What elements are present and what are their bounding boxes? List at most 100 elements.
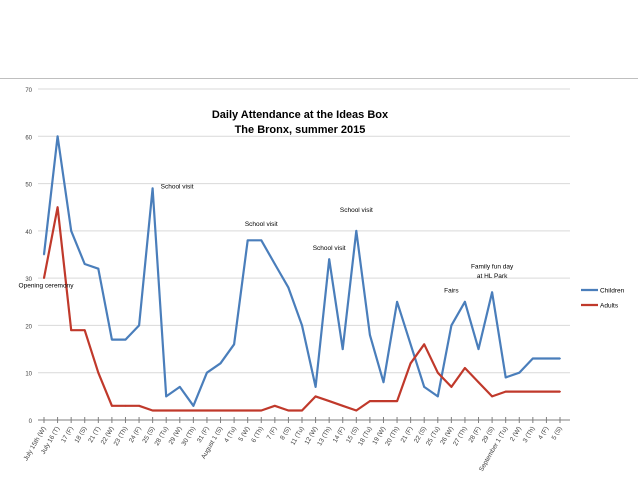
data-point-children-20: [314, 386, 317, 388]
legend-label-adults: Adults: [600, 303, 619, 310]
data-point-children-2: [70, 229, 73, 232]
data-point-children-23: [355, 229, 358, 232]
data-point-adults-38: [559, 390, 561, 393]
data-point-children-24: [368, 333, 371, 336]
data-point-adults-34: [504, 390, 507, 393]
data-point-children-26: [396, 300, 398, 303]
data-point-children-17: [273, 263, 276, 265]
data-point-children-28: [423, 386, 426, 388]
data-point-children-0: [43, 253, 45, 256]
data-point-adults-31: [464, 367, 466, 369]
data-point-adults-16: [260, 409, 263, 412]
legend-label-children: Children: [600, 288, 625, 295]
y-tick-label-40: 40: [25, 230, 32, 236]
data-point-adults-26: [396, 400, 398, 402]
data-point-children-34: [504, 376, 507, 379]
x-tick-label-37: 4 (F): [537, 426, 550, 441]
data-point-adults-36: [531, 390, 534, 393]
annotation-4: School visit: [340, 207, 373, 214]
data-point-adults-12: [206, 409, 208, 412]
annotation-6: Family fun day: [471, 264, 514, 271]
annotation-7: at HL Park: [477, 273, 508, 280]
data-point-children-3: [83, 263, 86, 265]
data-point-children-16: [260, 239, 263, 242]
data-point-adults-28: [423, 343, 426, 346]
data-point-children-10: [178, 386, 181, 388]
data-point-adults-27: [409, 362, 412, 365]
data-point-children-33: [491, 291, 494, 294]
y-tick-label-60: 60: [25, 135, 32, 141]
chart-subtitle: The Bronx, summer 2015: [235, 124, 366, 136]
x-tick-label-17: 7 (F): [266, 426, 279, 441]
data-point-adults-17: [273, 404, 276, 407]
data-point-children-11: [192, 404, 195, 407]
x-tick-label-29: 25 (Tu): [425, 426, 441, 447]
data-point-adults-30: [450, 386, 453, 388]
data-point-adults-25: [382, 400, 385, 402]
data-point-children-29: [436, 395, 439, 398]
annotation-2: School visit: [245, 221, 278, 228]
y-tick-label-0: 0: [29, 419, 33, 425]
data-point-adults-13: [219, 409, 222, 412]
chart-title: Daily Attendance at the Ideas Box: [212, 109, 389, 121]
data-point-adults-18: [287, 409, 290, 412]
x-tick-label-18: 8 (S): [279, 426, 292, 442]
data-point-children-14: [233, 343, 236, 346]
data-point-children-6: [124, 338, 127, 341]
data-point-children-8: [151, 187, 154, 190]
data-point-adults-35: [518, 390, 521, 393]
data-point-adults-37: [545, 390, 548, 393]
data-point-children-31: [464, 300, 466, 303]
x-tick-label-9: 28 (Tu): [154, 426, 170, 447]
data-point-adults-19: [301, 409, 303, 412]
data-point-adults-6: [124, 404, 127, 407]
x-tick-label-14: 4 (Tu): [223, 426, 238, 444]
data-point-children-9: [165, 395, 168, 398]
x-tick-label-38: 5 (S): [551, 426, 564, 442]
data-point-adults-4: [97, 371, 100, 374]
data-point-children-22: [341, 348, 344, 350]
data-point-adults-21: [328, 400, 331, 402]
data-point-adults-7: [138, 404, 140, 407]
data-point-children-7: [138, 324, 140, 327]
x-tick-label-35: 2 (W): [509, 426, 523, 443]
annotation-1: School visit: [161, 183, 194, 190]
data-point-adults-10: [178, 409, 181, 412]
x-tick-label-3: 18 (S): [74, 426, 89, 445]
data-point-adults-20: [314, 395, 317, 398]
y-tick-label-10: 10: [25, 372, 32, 378]
data-point-children-1: [56, 135, 59, 138]
data-point-children-32: [477, 348, 480, 350]
annotation-5: Fairs: [444, 287, 459, 294]
data-point-children-38: [559, 357, 561, 360]
data-point-adults-15: [246, 409, 249, 412]
data-point-children-37: [545, 357, 548, 360]
data-point-adults-33: [491, 395, 494, 398]
data-point-children-19: [301, 324, 303, 327]
data-point-children-21: [328, 258, 331, 261]
data-point-adults-32: [477, 381, 480, 384]
y-tick-label-20: 20: [25, 324, 32, 330]
series-line-children: [42, 135, 560, 407]
data-point-adults-29: [436, 371, 439, 374]
data-point-children-15: [246, 239, 249, 242]
series: [42, 135, 561, 412]
x-tick-label-15: 5 (W): [237, 426, 251, 443]
data-point-children-4: [97, 267, 100, 270]
data-point-children-25: [382, 381, 385, 384]
y-tick-label-50: 50: [25, 183, 32, 189]
x-tick-label-36: 3 (Th): [522, 426, 537, 445]
data-point-children-36: [531, 357, 534, 360]
x-tick-label-24: 18 (Tu): [357, 426, 373, 447]
x-tick-label-16: 6 (Th): [250, 426, 265, 445]
data-point-children-35: [518, 371, 521, 374]
gridlines: [38, 88, 570, 374]
data-point-adults-11: [192, 409, 195, 412]
data-point-children-30: [450, 324, 453, 327]
annotation-3: School visit: [313, 245, 346, 252]
data-point-adults-0: [43, 277, 45, 280]
data-point-children-27: [409, 343, 412, 346]
